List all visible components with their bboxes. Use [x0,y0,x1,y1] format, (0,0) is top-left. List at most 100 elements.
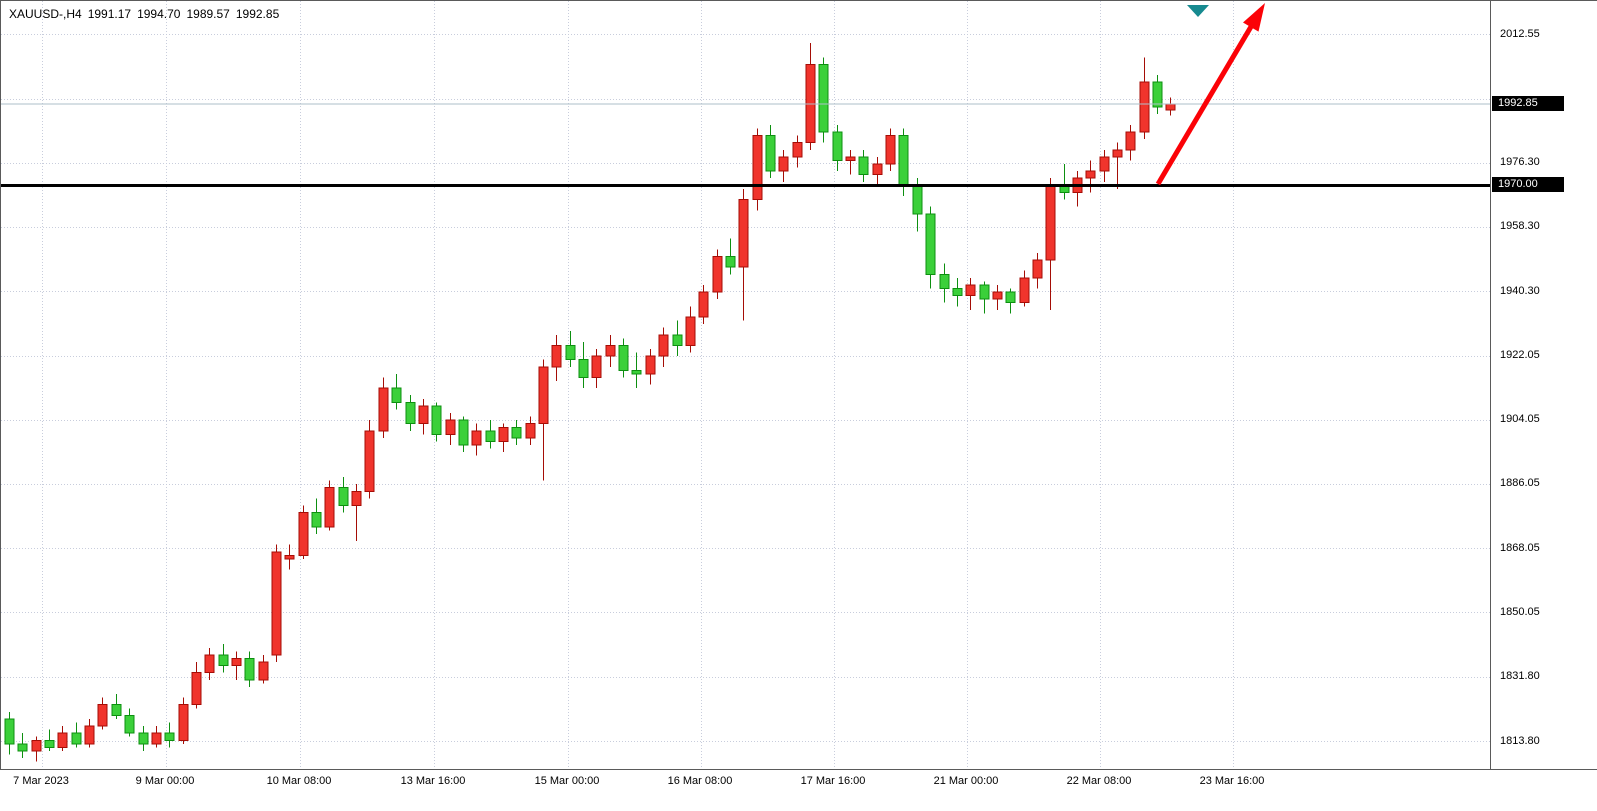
candle [565,331,576,367]
ohlc-readout: XAUUSD-,H4 1991.17 1994.70 1989.57 1992.85 [9,7,285,21]
candle [324,480,335,531]
candle [591,348,602,389]
candle [845,149,856,175]
price-axis-label: 1850.05 [1500,605,1540,618]
candle [792,135,803,168]
time-axis-label: 9 Mar 00:00 [135,775,195,787]
candle [511,420,522,446]
candle [698,284,709,325]
time-axis-label: 10 Mar 08:00 [266,775,332,787]
time-axis-label: 15 Mar 00:00 [534,775,600,787]
candle [885,128,896,172]
candle [97,697,108,730]
candle [4,711,15,755]
price-axis-label: 1813.80 [1500,734,1540,747]
candle [151,726,162,748]
top-marker-triangle[interactable] [1187,5,1209,17]
time-axis-label: 22 Mar 08:00 [1066,775,1132,787]
candle [645,348,656,385]
candle [1032,252,1043,289]
candlestick-chart-svg [1,1,1490,769]
candle [311,498,322,534]
candle [1112,142,1123,189]
open-value: 1991.17 [87,7,132,21]
candle [338,477,349,513]
candle [351,484,362,542]
candle [1099,149,1110,182]
candle [271,544,282,663]
candle [258,654,269,684]
candle [738,188,749,321]
candle [1045,178,1056,310]
candle [725,238,736,275]
candle [631,352,642,389]
candle [71,722,82,748]
candle [191,662,202,709]
price-axis-label: 1831.80 [1500,670,1540,683]
candle [57,726,68,751]
candle [578,341,589,389]
candle [44,729,55,751]
candle [805,43,816,150]
candle [485,420,496,449]
candle [231,651,242,680]
candle [618,338,629,378]
candle [445,413,456,446]
candle [84,718,95,748]
candle [418,398,429,435]
price-axis-label: 1886.05 [1500,477,1540,490]
trend-arrow[interactable] [1155,3,1265,186]
price-axis[interactable]: 1992.85 1970.00 2012.55 1976.30 1958.30 194… [1491,0,1597,770]
high-value: 1994.70 [137,7,181,21]
candle [605,334,616,367]
candle [204,647,215,680]
candle [164,722,175,748]
price-axis-label: 2012.55 [1500,27,1540,40]
candle [538,359,549,481]
candle [712,249,723,300]
candle [1072,171,1083,207]
candle [818,57,829,143]
time-axis[interactable]: 7 Mar 2023 9 Mar 00:00 10 Mar 08:00 13 Mar … [0,770,1491,798]
candle [525,416,536,446]
candle [458,416,469,453]
candle [138,726,149,751]
candle [672,320,683,357]
candle [1085,160,1096,193]
candle [858,149,869,182]
price-axis-label: 1958.30 [1500,220,1540,233]
candle [685,306,696,353]
candle [364,420,375,499]
candle [17,733,28,759]
time-axis-label: 17 Mar 16:00 [800,775,866,787]
candle [244,651,255,687]
hline-price-badge: 1970.00 [1492,177,1564,193]
candle [925,206,936,289]
candle [111,694,122,719]
candle [658,327,669,367]
candle [1125,124,1136,161]
candle [1019,270,1030,307]
candle [952,277,963,307]
candle [284,544,295,570]
candlestick-plot-area[interactable]: XAUUSD-,H4 1991.17 1994.70 1989.57 1992.85 [0,0,1491,770]
time-axis-label: 13 Mar 16:00 [400,775,466,787]
candle [391,373,402,410]
candle [31,736,42,762]
candle [431,402,442,442]
candle [752,128,763,211]
candle [471,423,482,456]
candle [551,334,562,382]
candle [1139,57,1150,140]
grid [1,1,1490,769]
price-axis-label: 1868.05 [1500,541,1540,554]
time-axis-label: 7 Mar 2023 [13,775,69,787]
current-price-badge: 1992.85 [1492,96,1564,112]
time-axis-label: 21 Mar 00:00 [933,775,999,787]
candle [124,708,135,737]
price-axis-label: 1922.05 [1500,349,1540,362]
candle [378,377,389,438]
candle [872,156,883,186]
candle [1059,164,1070,200]
